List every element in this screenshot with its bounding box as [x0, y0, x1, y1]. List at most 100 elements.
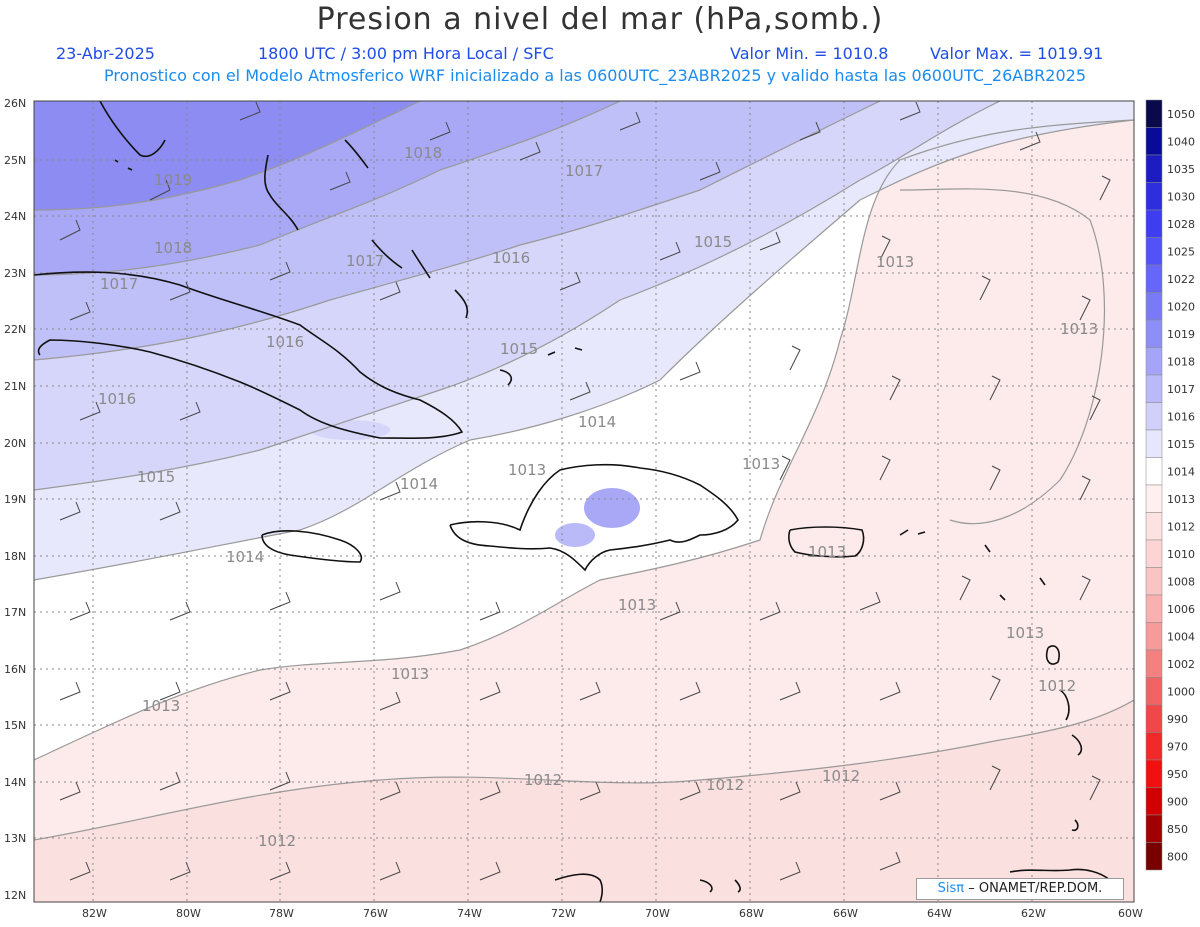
- colorbar-label: 1012: [1167, 520, 1195, 533]
- colorbar-swatch: [1145, 209, 1163, 238]
- lon-label: 80W: [176, 907, 201, 920]
- contour-labels: 1018 1017 1019 1018 1017 1016 1015 1017 …: [98, 144, 1098, 850]
- colorbar-swatch: [1145, 237, 1163, 266]
- colorbar-swatch: [1145, 649, 1163, 678]
- contour-label: 1016: [266, 333, 304, 351]
- lon-label: 60W: [1118, 907, 1143, 920]
- contour-label: 1013: [508, 461, 546, 479]
- wind-barbs: [59, 101, 1111, 881]
- contour-label: 1013: [1006, 624, 1044, 642]
- contour-label: 1012: [1038, 677, 1076, 695]
- colorbar-swatch: [1145, 677, 1163, 706]
- contour-label: 1013: [142, 697, 180, 715]
- colorbar-label: 1004: [1167, 630, 1195, 643]
- contour-label: 1013: [1060, 320, 1098, 338]
- max-value: Valor Max. = 1019.91: [930, 44, 1104, 63]
- lat-label: 23N: [4, 267, 26, 280]
- lon-label: 66W: [833, 907, 858, 920]
- colorbar-label: 1013: [1167, 493, 1195, 506]
- lat-label: 17N: [4, 606, 26, 619]
- lat-label: 26N: [4, 97, 26, 110]
- colorbar-swatch: [1145, 154, 1163, 183]
- contour-label: 1013: [808, 543, 846, 561]
- colorbar-label: 850: [1167, 823, 1188, 836]
- colorbar: 1050 1040 1035 1030 1028 1025 1022 1020 1019 1018…: [1145, 99, 1195, 871]
- contour-label: 1015: [694, 233, 732, 251]
- colorbar-swatch: [1145, 759, 1163, 788]
- lon-label: 64W: [927, 907, 952, 920]
- contour-label: 1012: [706, 776, 744, 794]
- coastlines: [34, 101, 1111, 902]
- lat-label: 15N: [4, 719, 26, 732]
- valid-time: 1800 UTC / 3:00 pm Hora Local / SFC: [258, 44, 554, 63]
- colorbar-swatch: [1145, 512, 1163, 541]
- lat-label: 25N: [4, 154, 26, 167]
- colorbar-label: 1002: [1167, 658, 1195, 671]
- lon-label: 72W: [551, 907, 576, 920]
- colorbar-label: 1019: [1167, 328, 1195, 341]
- colorbar-label: 1016: [1167, 410, 1195, 423]
- lat-axis: 26N 25N 24N 23N 22N 21N 20N 19N 18N 17N …: [4, 97, 26, 902]
- colorbar-swatch: [1145, 319, 1163, 348]
- lon-label: 76W: [363, 907, 388, 920]
- colorbar-swatch: [1145, 622, 1163, 651]
- contour-label: 1013: [618, 596, 656, 614]
- sispi-logo: Sisπ: [937, 881, 965, 896]
- colorbar-label: 1017: [1167, 383, 1195, 396]
- lon-label: 78W: [269, 907, 294, 920]
- lat-label: 13N: [4, 832, 26, 845]
- lat-label: 16N: [4, 663, 26, 676]
- colorbar-swatch: [1145, 539, 1163, 568]
- colorbar-swatch: [1145, 704, 1163, 733]
- colorbar-label: 1030: [1167, 190, 1195, 203]
- map-frame: [33, 100, 1135, 903]
- lat-label: 18N: [4, 550, 26, 563]
- lon-label: 68W: [739, 907, 764, 920]
- colorbar-swatch: [1145, 264, 1163, 293]
- contour-label: 1016: [492, 249, 530, 267]
- colorbar-label: 1028: [1167, 218, 1195, 231]
- map-title: Presion a nivel del mar (hPa,somb.): [316, 2, 884, 37]
- colorbar-label: 1020: [1167, 300, 1195, 313]
- contour-label: 1017: [100, 275, 138, 293]
- lat-label: 21N: [4, 380, 26, 393]
- colorbar-label: 1018: [1167, 355, 1195, 368]
- contour-label: 1012: [258, 832, 296, 850]
- contour-label: 1014: [400, 475, 438, 493]
- colorbar-swatch: [1145, 292, 1163, 321]
- contour-label: 1013: [742, 455, 780, 473]
- colorbar-label: 970: [1167, 740, 1188, 753]
- contour-label: 1015: [137, 468, 175, 486]
- colorbar-label: 800: [1167, 850, 1188, 863]
- credit-box: Sisπ – ONAMET/REP.DOM.: [916, 878, 1124, 900]
- contour-label: 1018: [154, 239, 192, 257]
- colorbar-swatch: [1145, 182, 1163, 211]
- contour-label: 1012: [822, 767, 860, 785]
- colorbar-label: 1010: [1167, 548, 1195, 561]
- colorbar-swatch: [1145, 594, 1163, 623]
- lat-label: 22N: [4, 323, 26, 336]
- min-value: Valor Min. = 1010.8: [730, 44, 889, 63]
- lat-label: 24N: [4, 210, 26, 223]
- contour-label: 1013: [876, 253, 914, 271]
- lat-label: 12N: [4, 889, 26, 902]
- colorbar-label: 950: [1167, 768, 1188, 781]
- colorbar-swatch: [1145, 842, 1163, 871]
- colorbar-label: 1050: [1167, 108, 1195, 121]
- contour-label: 1018: [404, 144, 442, 162]
- valid-date: 23-Abr-2025: [56, 44, 155, 63]
- colorbar-label: 990: [1167, 713, 1188, 726]
- colorbar-label: 1008: [1167, 575, 1195, 588]
- colorbar-label: 900: [1167, 795, 1188, 808]
- contour-label: 1013: [391, 665, 429, 683]
- colorbar-label: 1000: [1167, 685, 1195, 698]
- forecast-info: Pronostico con el Modelo Atmosferico WRF…: [103, 66, 1086, 85]
- contour-label: 1017: [346, 252, 384, 270]
- colorbar-label: 1015: [1167, 438, 1195, 451]
- pressure-field: [34, 101, 1134, 902]
- colorbar-swatch: [1145, 402, 1163, 431]
- colorbar-swatch: [1145, 374, 1163, 403]
- colorbar-swatch: [1145, 787, 1163, 816]
- credit-text: – ONAMET/REP.DOM.: [968, 881, 1103, 896]
